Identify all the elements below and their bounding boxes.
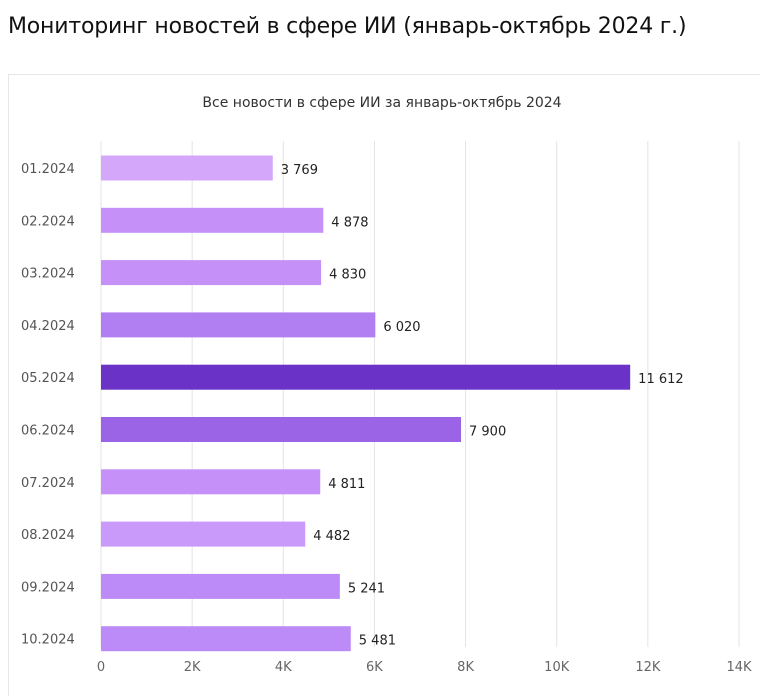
data-label: 7 900 bbox=[469, 425, 506, 440]
bar-03.2024[interactable] bbox=[101, 260, 322, 286]
bar-05.2024[interactable] bbox=[101, 364, 631, 390]
chart-card: Все новости в сфере ИИ за январь-октябрь… bbox=[8, 74, 760, 696]
x-tick-label: 2K bbox=[184, 660, 201, 675]
category-labels: 01.2024 02.2024 03.2024 04.2024 05.2024 06.20… bbox=[21, 162, 75, 648]
data-label: 11 612 bbox=[638, 372, 684, 387]
category-label: 02.2024 bbox=[21, 214, 75, 229]
x-axis-ticks: 0 2K 4K 6K 8K 10K 12K 14K bbox=[97, 660, 752, 675]
category-label: 06.2024 bbox=[21, 424, 75, 439]
category-label: 08.2024 bbox=[21, 528, 75, 543]
bar-08.2024[interactable] bbox=[101, 521, 306, 547]
x-tick-label: 10K bbox=[544, 660, 570, 675]
data-label: 4 830 bbox=[329, 268, 366, 283]
bar-04.2024[interactable] bbox=[101, 312, 376, 338]
page-title: Мониторинг новостей в сфере ИИ (январь-о… bbox=[8, 14, 687, 39]
category-label: 10.2024 bbox=[21, 633, 75, 648]
data-label: 4 878 bbox=[331, 215, 368, 230]
category-label: 01.2024 bbox=[21, 162, 75, 177]
data-label: 4 482 bbox=[313, 529, 350, 544]
data-label: 5 481 bbox=[359, 634, 396, 649]
data-label: 3 769 bbox=[281, 163, 318, 178]
bar-09.2024[interactable] bbox=[101, 573, 340, 599]
bar-01.2024[interactable] bbox=[101, 155, 273, 181]
data-label: 5 241 bbox=[348, 581, 385, 596]
x-tick-label: 8K bbox=[457, 660, 474, 675]
category-label: 03.2024 bbox=[21, 267, 75, 282]
category-label: 05.2024 bbox=[21, 371, 75, 386]
bar-07.2024[interactable] bbox=[101, 469, 321, 495]
bar-02.2024[interactable] bbox=[101, 207, 324, 233]
bar-06.2024[interactable] bbox=[101, 417, 462, 442]
x-tick-label: 0 bbox=[97, 660, 105, 675]
category-label: 04.2024 bbox=[21, 319, 75, 334]
bars: 3 769 4 878 4 830 6 020 11 612 7 900 4 811 4 48… bbox=[101, 155, 684, 652]
x-tick-label: 4K bbox=[275, 660, 292, 675]
x-tick-label: 14K bbox=[726, 660, 752, 675]
data-label: 4 811 bbox=[328, 477, 365, 492]
x-tick-label: 12K bbox=[635, 660, 661, 675]
data-label: 6 020 bbox=[383, 320, 420, 335]
chart-title: Все новости в сфере ИИ за январь-октябрь… bbox=[202, 95, 561, 111]
x-tick-label: 6K bbox=[366, 660, 383, 675]
bar-10.2024[interactable] bbox=[101, 626, 351, 652]
category-label: 07.2024 bbox=[21, 476, 75, 491]
news-bar-chart: Все новости в сфере ИИ за январь-октябрь… bbox=[21, 95, 752, 675]
category-label: 09.2024 bbox=[21, 580, 75, 595]
